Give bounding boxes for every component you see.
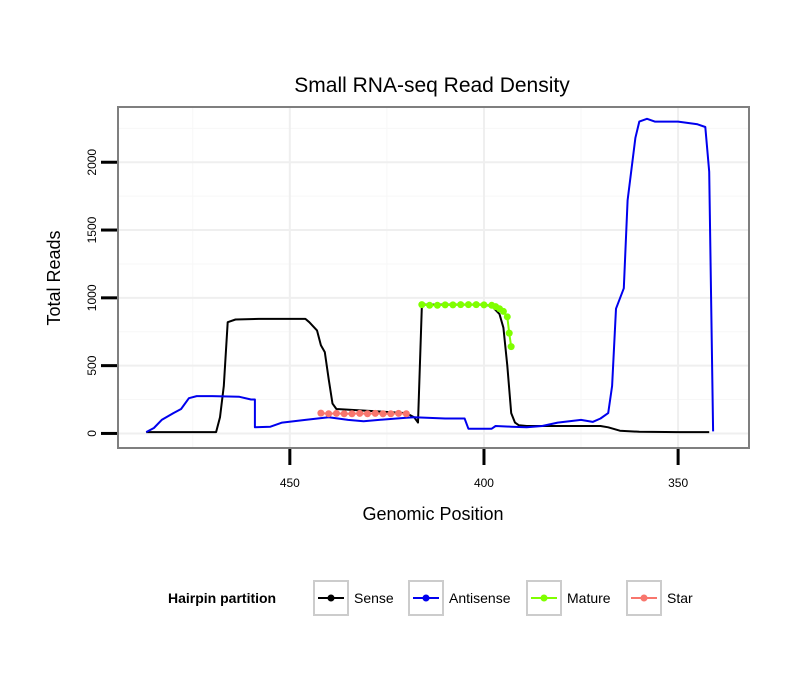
data-point-mature [507, 343, 515, 351]
y-tick-label: 1000 [85, 284, 99, 311]
data-point-star [340, 410, 348, 418]
legend-dot-mature [540, 594, 548, 602]
y-tick-label: 0 [85, 430, 99, 437]
data-point-star [356, 409, 364, 417]
chart-title: Small RNA-seq Read Density [294, 74, 570, 97]
data-point-mature [433, 301, 441, 309]
grid [119, 108, 748, 447]
data-point-mature [503, 313, 511, 321]
data-point-star [348, 410, 356, 418]
legend-title: Hairpin partition [168, 590, 276, 606]
data-point-star [371, 409, 379, 417]
data-point-mature [441, 301, 449, 309]
series-line-sense [146, 303, 710, 434]
data-point-star [332, 409, 340, 417]
data-point-star [363, 410, 371, 418]
data-point-mature [464, 301, 472, 309]
legend-dot-antisense [422, 594, 430, 602]
data-point-mature [418, 301, 426, 309]
y-tick-label: 1500 [85, 216, 99, 243]
data-point-mature [472, 301, 480, 309]
data-point-mature [499, 307, 507, 315]
data-point-star [402, 410, 410, 418]
data-point-mature [426, 301, 434, 309]
legend: Hairpin partition Sense Antisense Mature… [168, 580, 693, 616]
data-point-star [317, 409, 325, 417]
y-tick-label: 500 [85, 355, 99, 375]
x-axis-title: Genomic Position [362, 504, 503, 524]
series-line-antisense [145, 117, 715, 433]
data-point-mature [457, 301, 465, 309]
y-axis-title: Total Reads [44, 230, 64, 325]
x-tick-label: 350 [668, 476, 688, 490]
data-point-mature [449, 301, 457, 309]
legend-label-antisense: Antisense [449, 590, 511, 606]
data-point-star [387, 410, 395, 418]
x-axis: 450 400 350 [280, 449, 688, 490]
data-point-star [379, 410, 387, 418]
data-point-mature [480, 301, 488, 309]
legend-label-sense: Sense [354, 590, 394, 606]
data-point-star [395, 409, 403, 417]
legend-dot-sense [327, 594, 335, 602]
x-tick-label: 450 [280, 476, 300, 490]
data-point-mature [505, 329, 513, 337]
data-point-star [325, 410, 333, 418]
y-axis: 0 500 1000 1500 2000 [85, 149, 117, 437]
x-tick-label: 400 [474, 476, 494, 490]
legend-label-mature: Mature [567, 590, 611, 606]
legend-label-star: Star [667, 590, 693, 606]
y-tick-label: 2000 [85, 149, 99, 176]
legend-dot-star [640, 594, 648, 602]
series-layer [145, 117, 715, 434]
